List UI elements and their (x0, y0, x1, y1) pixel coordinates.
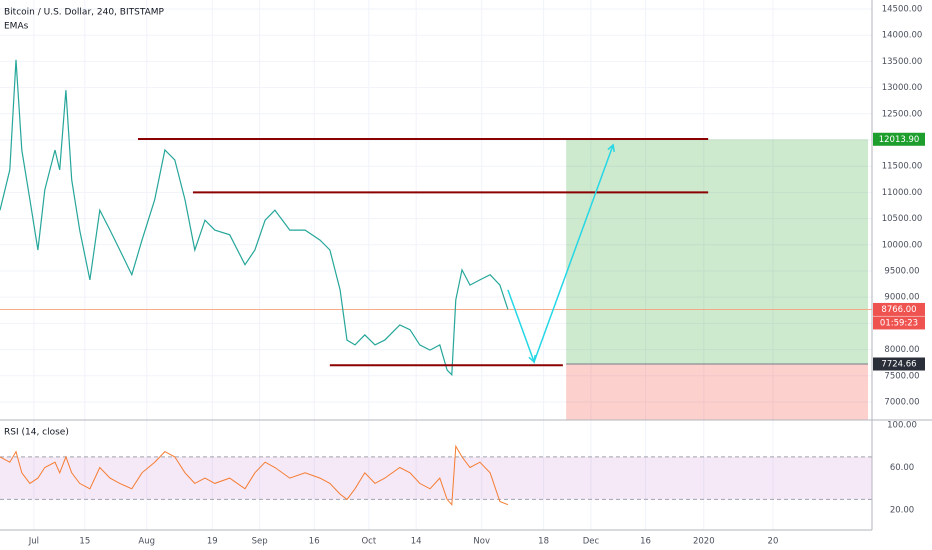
plot-layer (0, 0, 872, 530)
x-tick-label: Nov (473, 537, 490, 547)
y-tick-label: 7000.00 (884, 397, 919, 407)
rsi-title: RSI (14, close) (4, 428, 69, 438)
rsi-tick-label: 20.00 (890, 506, 914, 516)
indicator-label: EMAs (4, 22, 29, 32)
entry-tag: 7724.66 (881, 360, 916, 370)
x-tick-label: Oct (361, 537, 376, 547)
x-tick-label: 20 (768, 537, 779, 547)
last-price-tag: 8766.00 (881, 305, 916, 315)
x-tick-label: 15 (79, 537, 90, 547)
y-tick-label: 11000.00 (882, 188, 923, 198)
countdown-bg (873, 316, 925, 330)
target-tag: 12013.90 (879, 135, 920, 145)
rsi-band (0, 456, 872, 500)
rsi-line (0, 444, 509, 506)
target-zone (566, 139, 868, 365)
arrow-head (528, 354, 536, 364)
x-tick-label: Aug (138, 537, 155, 547)
y-tick-label: 10000.00 (882, 240, 923, 250)
last-price-tag-bg (873, 302, 925, 316)
y-tick-label: 13000.00 (882, 83, 923, 93)
y-tick-label: 13500.00 (882, 57, 923, 67)
x-tick-label: Jul (28, 537, 39, 547)
y-tick-label: 9500.00 (884, 266, 919, 276)
y-tick-label: 12500.00 (882, 109, 923, 119)
y-tick-label: 8000.00 (884, 345, 919, 355)
arrow-head (607, 143, 615, 153)
x-tick-label: Sep (252, 537, 268, 547)
y-tick-label: 7500.00 (884, 371, 919, 381)
chart-title: Bitcoin / U.S. Dollar, 240, BITSTAMP (4, 8, 165, 18)
y-tick-label: 14000.00 (882, 31, 923, 41)
series-line (0, 59, 509, 377)
y-tick-label: 9000.00 (884, 293, 919, 303)
x-tick-label: 16 (309, 537, 320, 547)
x-tick-label: 14 (411, 537, 422, 547)
y-tick-label: 10500.00 (882, 214, 923, 224)
countdown: 01:59:23 (880, 318, 918, 328)
stop-zone (566, 364, 868, 420)
x-tick-label: Dec (583, 537, 600, 547)
rsi-tick-label: 100.00 (887, 420, 917, 430)
x-tick-label: 16 (640, 537, 651, 547)
x-tick-label: 2020 (693, 537, 715, 547)
y-tick-label: 14500.00 (882, 5, 923, 15)
target-tag-bg (873, 132, 925, 146)
x-tick-label: 19 (207, 537, 218, 547)
y-tick-label: 11500.00 (882, 162, 923, 172)
entry-tag-bg (873, 357, 925, 371)
x-tick-label: 18 (538, 537, 549, 547)
rsi-tick-label: 60.00 (890, 463, 914, 473)
